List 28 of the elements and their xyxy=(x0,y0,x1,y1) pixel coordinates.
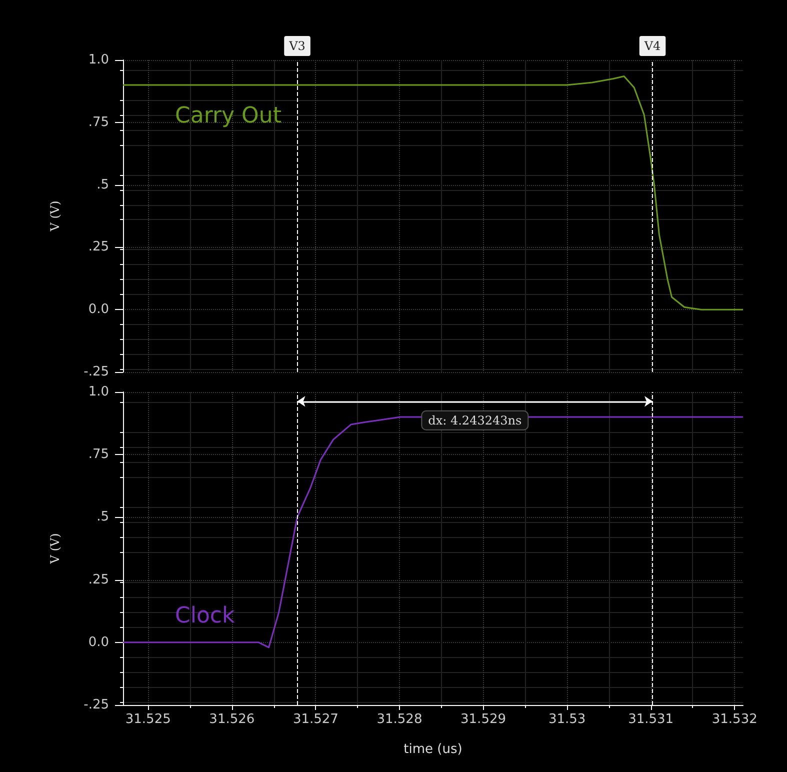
x-tick-label: 31.531 xyxy=(628,712,674,727)
y-axis-title: V (V) xyxy=(48,200,62,232)
y-tick-label: .5 xyxy=(96,177,109,192)
y-tick-label: .75 xyxy=(88,114,109,130)
series-label: Clock xyxy=(175,604,236,628)
x-tick-label: 31.525 xyxy=(125,712,171,727)
x-tick-label: 31.526 xyxy=(209,712,255,727)
x-tick-label: 31.53 xyxy=(548,712,586,727)
y-tick-label: .25 xyxy=(88,572,109,588)
series-label: Carry Out xyxy=(175,104,282,128)
y-tick-label: .5 xyxy=(96,510,109,525)
y-tick-label: 0.0 xyxy=(88,634,109,650)
y-axis-title: V (V) xyxy=(48,533,62,565)
y-tick-label: .25 xyxy=(88,240,109,255)
x-tick-label: 31.529 xyxy=(460,712,506,727)
y-tick-label: -.25 xyxy=(84,698,109,712)
y-tick-label: -.25 xyxy=(84,364,109,380)
ref-line-label: V4 xyxy=(643,39,662,53)
x-tick-label: 31.527 xyxy=(292,712,338,727)
y-tick-label: 0.0 xyxy=(88,302,109,318)
y-tick-label: .75 xyxy=(88,447,109,462)
x-tick-label: 31.532 xyxy=(712,712,758,727)
y-tick-label: 1.0 xyxy=(88,52,109,68)
ref-line-label: V3 xyxy=(288,39,306,53)
y-tick-label: 1.0 xyxy=(88,384,109,400)
annotation: dx: 4.243243ns xyxy=(428,413,522,428)
x-tick-label: 31.528 xyxy=(376,712,422,727)
x-axis-title: time (us) xyxy=(404,742,462,757)
